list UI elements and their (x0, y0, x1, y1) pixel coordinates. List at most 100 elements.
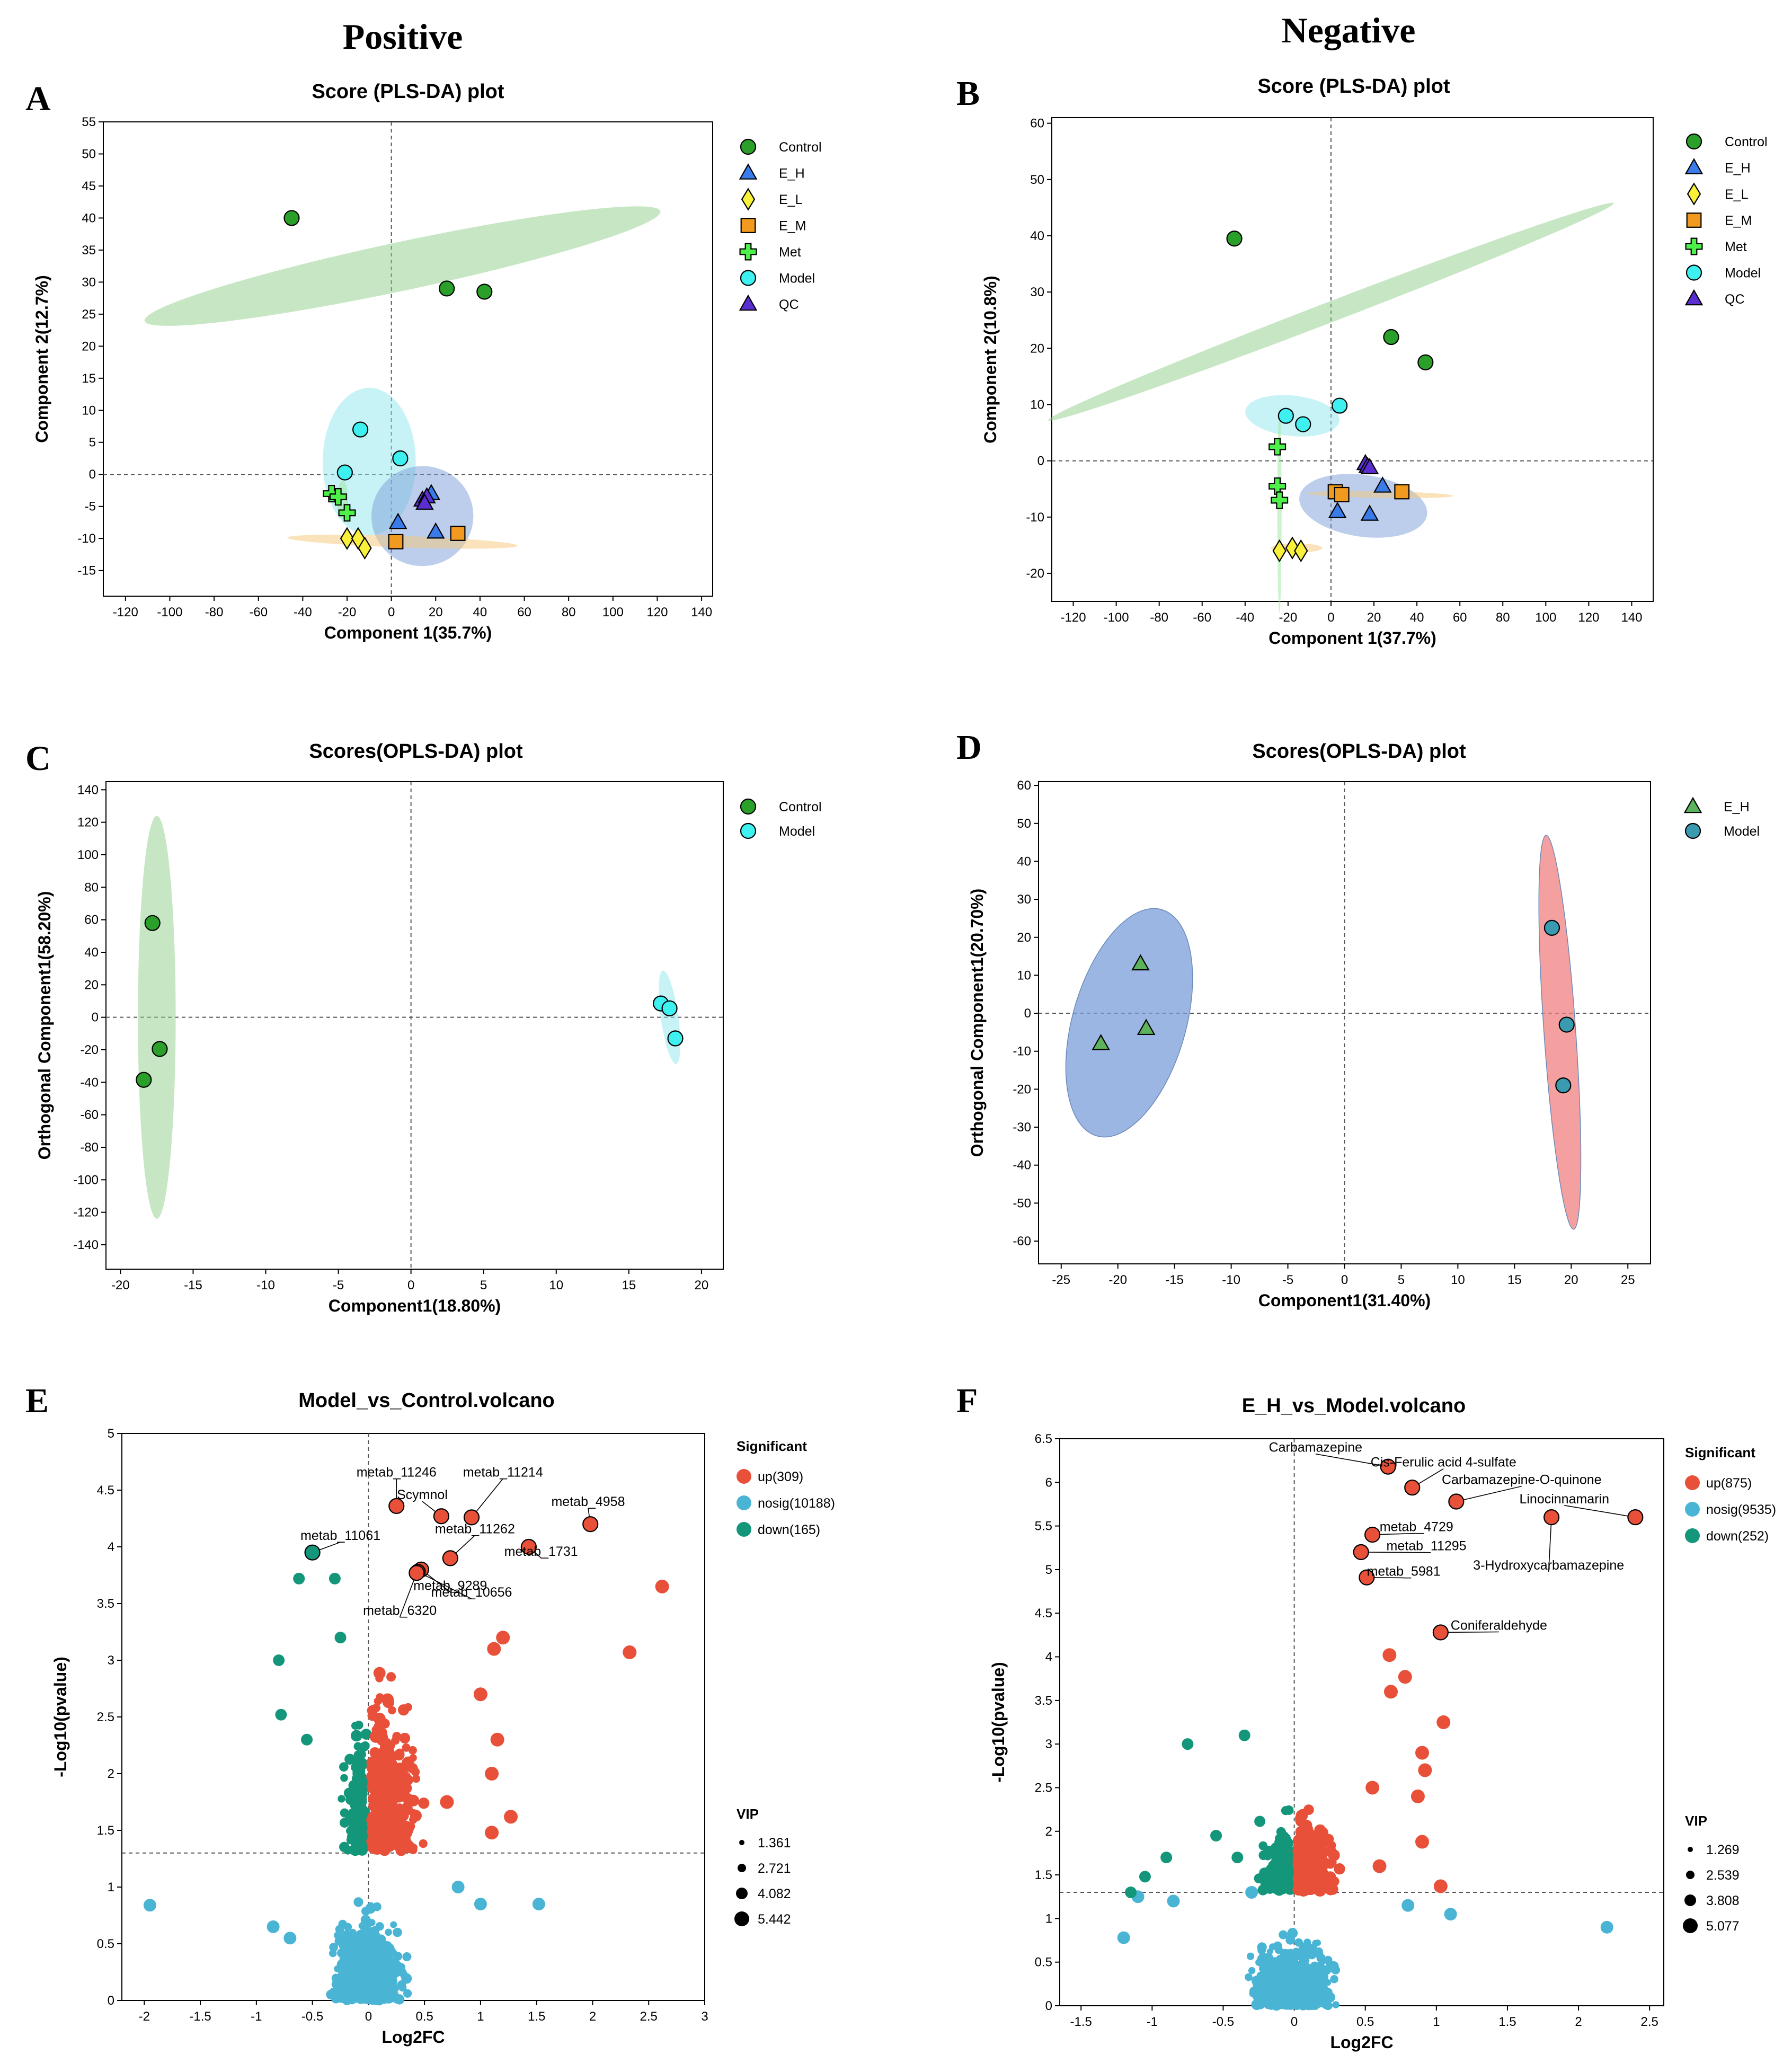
x-tick-label: 10 (549, 1278, 563, 1292)
volcano-point-nosig (371, 1960, 381, 1970)
x-tick-label: -20 (1279, 610, 1298, 625)
annotation-label: metab_11246 (357, 1465, 437, 1480)
legend-marker (740, 218, 756, 233)
legend-marker (1685, 237, 1703, 255)
volcano-point-nosig (379, 1962, 388, 1972)
volcano-point-nosig (1305, 1950, 1314, 1959)
x-tick-label: 20 (429, 605, 443, 619)
volcano-point-up (1303, 1869, 1312, 1878)
volcano-point-up (371, 1732, 380, 1741)
y-tick-label: 6 (1045, 1475, 1052, 1490)
volcano-point-down (350, 1801, 359, 1810)
data-point-e_h (1328, 501, 1347, 518)
volcano-point-down (1278, 1833, 1290, 1845)
y-axis-label: Component 2(10.8%) (981, 276, 1000, 443)
y-tick-label: 25 (82, 307, 96, 322)
legend-marker (1684, 158, 1704, 174)
x-tick-label: 2 (589, 2009, 596, 2024)
panel-F: F E_H_vs_Model.volcano -1.5 -1 -0.5 0 0.5 1 1.5 2… (956, 1382, 1776, 2052)
x-tick-label: -0.5 (1212, 2015, 1234, 2029)
y-tick-label: 40 (82, 211, 96, 225)
y-tick-label: -140 (73, 1238, 99, 1252)
volcano-point-nosig (365, 1952, 374, 1961)
y-tick-label: 45 (82, 179, 96, 193)
volcano-point-up (398, 1771, 411, 1784)
y-tick-label: 3 (1045, 1737, 1052, 1751)
annotation-label: 3-Hydroxycarbamazepine (1473, 1558, 1624, 1573)
volcano-point-nosig (1444, 1908, 1457, 1921)
panel-D: D Scores(OPLS-DA) plot-25 -20 -15 -10 -5 0 5 10 1… (956, 728, 1760, 1310)
x-tick-label: -5 (333, 1278, 344, 1292)
volcano-point-down (293, 1572, 305, 1584)
volcano-point-up (412, 1774, 421, 1783)
y-tick-label: -5 (85, 500, 96, 514)
legend-label: Model (779, 824, 815, 839)
y-tick-label: 4.5 (1035, 1606, 1052, 1621)
legend-marker (741, 188, 756, 211)
vip-size-marker (738, 1864, 746, 1872)
panel-letter: F (956, 1382, 978, 1420)
volcano-point-down (354, 1807, 362, 1816)
y-tick-label: 50 (1017, 817, 1031, 831)
volcano-point-up (378, 1792, 389, 1804)
y-tick-label: -20 (80, 1043, 99, 1057)
x-tick-label: -25 (1052, 1273, 1070, 1287)
labeled-point (304, 1544, 321, 1561)
volcano-point-nosig (329, 1943, 338, 1952)
panel-letter: D (956, 728, 982, 767)
volcano-point-nosig (402, 1952, 412, 1962)
y-axis-label: -Log10(pvalue) (989, 1662, 1008, 1783)
x-tick-label: 120 (646, 605, 668, 619)
data-point-e_l (340, 527, 354, 550)
volcano-point-up (485, 1767, 499, 1781)
y-tick-label: 35 (82, 243, 96, 258)
volcano-point-down (340, 1774, 348, 1782)
y-tick-label: 0 (1037, 454, 1044, 468)
volcano-point-nosig (1303, 1938, 1311, 1946)
y-tick-label: 10 (1030, 397, 1044, 412)
volcano-point-nosig (1299, 1959, 1308, 1968)
x-tick-label: -20 (1108, 1273, 1127, 1287)
x-tick-label: 1 (477, 2009, 484, 2024)
volcano-point-nosig (341, 1977, 350, 1987)
volcano-point-up (655, 1579, 669, 1593)
volcano-point-down (329, 1572, 341, 1584)
y-tick-label: 5 (1045, 1563, 1052, 1577)
y-tick-label: 3.5 (97, 1597, 114, 1611)
volcano-point-nosig (1251, 1999, 1262, 2010)
legend-label: Control (779, 140, 822, 155)
x-tick-label: 0 (388, 605, 395, 619)
labeled-point (1364, 1526, 1381, 1543)
x-tick-label: 140 (1621, 610, 1642, 625)
volcano-point-nosig (1308, 1999, 1316, 2007)
volcano-point-up (402, 1802, 413, 1813)
volcano-point-down (360, 1729, 372, 1740)
y-tick-label: -120 (73, 1206, 99, 1220)
volcano-point-nosig (351, 1991, 362, 2002)
volcano-point-nosig (1312, 1940, 1319, 1946)
volcano-point-nosig (1117, 1931, 1130, 1944)
vip-size-label: 3.808 (1706, 1893, 1740, 1908)
legend-label: E_L (1725, 187, 1749, 202)
volcano-point-nosig (394, 1994, 405, 2005)
data-point-control (439, 280, 455, 297)
volcano-point-nosig (353, 1897, 363, 1907)
volcano-point-down (357, 1750, 366, 1759)
x-tick-label: -60 (1193, 610, 1211, 625)
volcano-point-nosig (375, 1922, 384, 1931)
volcano-point-nosig (389, 1975, 397, 1983)
data-point-model (1332, 397, 1348, 414)
data-point-e_l (358, 536, 372, 560)
labeled-point (409, 1565, 425, 1581)
chart-title: Model_vs_Control.volcano (298, 1389, 555, 1412)
legend-label: E_L (779, 192, 803, 207)
volcano-point-down (1284, 1805, 1294, 1815)
y-tick-label: 0 (1024, 1006, 1031, 1021)
x-tick-label: -120 (1061, 610, 1086, 625)
data-point-control (1417, 354, 1434, 370)
volcano-point-up (1326, 1857, 1337, 1867)
y-tick-label: -15 (77, 564, 96, 578)
x-axis-label: Component 1(37.7%) (1268, 628, 1436, 648)
vip-size-marker (1688, 1847, 1693, 1852)
annotation-leader (1315, 1453, 1388, 1467)
